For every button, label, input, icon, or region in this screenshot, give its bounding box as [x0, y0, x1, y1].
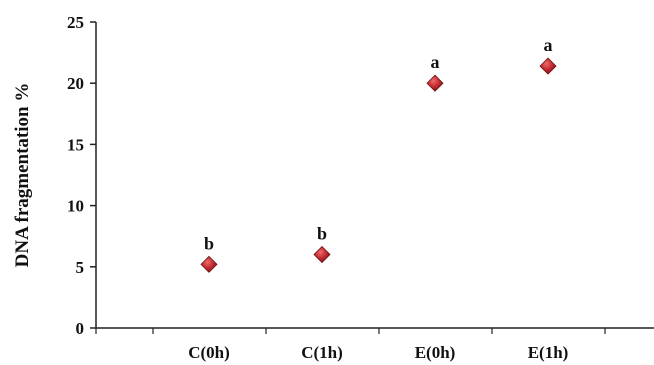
y-axis-ticks: 0 5 10 15 20 25 — [67, 13, 96, 338]
y-tick-label: 25 — [67, 13, 84, 32]
point-labels: b b a a — [204, 35, 553, 253]
point-significance-label: b — [317, 224, 327, 244]
point-significance-label: b — [204, 233, 214, 253]
x-tick-label: E(0h) — [415, 343, 456, 362]
data-point — [426, 74, 444, 92]
x-tick-label: E(1h) — [528, 343, 569, 362]
x-tick-label: C(0h) — [188, 343, 230, 362]
x-axis-ticks: C(0h) C(1h) E(0h) E(1h) — [95, 328, 606, 362]
y-tick-label: 5 — [76, 258, 85, 277]
data-point — [200, 255, 218, 273]
y-tick-label: 20 — [67, 74, 84, 93]
y-tick-label: 15 — [67, 135, 84, 154]
point-significance-label: a — [544, 35, 553, 55]
y-tick-label: 10 — [67, 197, 84, 216]
y-tick-label: 0 — [76, 319, 85, 338]
y-axis-title: DNA fragmentation % — [12, 83, 33, 268]
data-points — [200, 57, 557, 273]
data-point — [313, 245, 331, 264]
data-point — [539, 57, 557, 75]
x-tick-label: C(1h) — [301, 343, 343, 362]
axes — [95, 22, 654, 329]
point-significance-label: a — [431, 52, 440, 72]
